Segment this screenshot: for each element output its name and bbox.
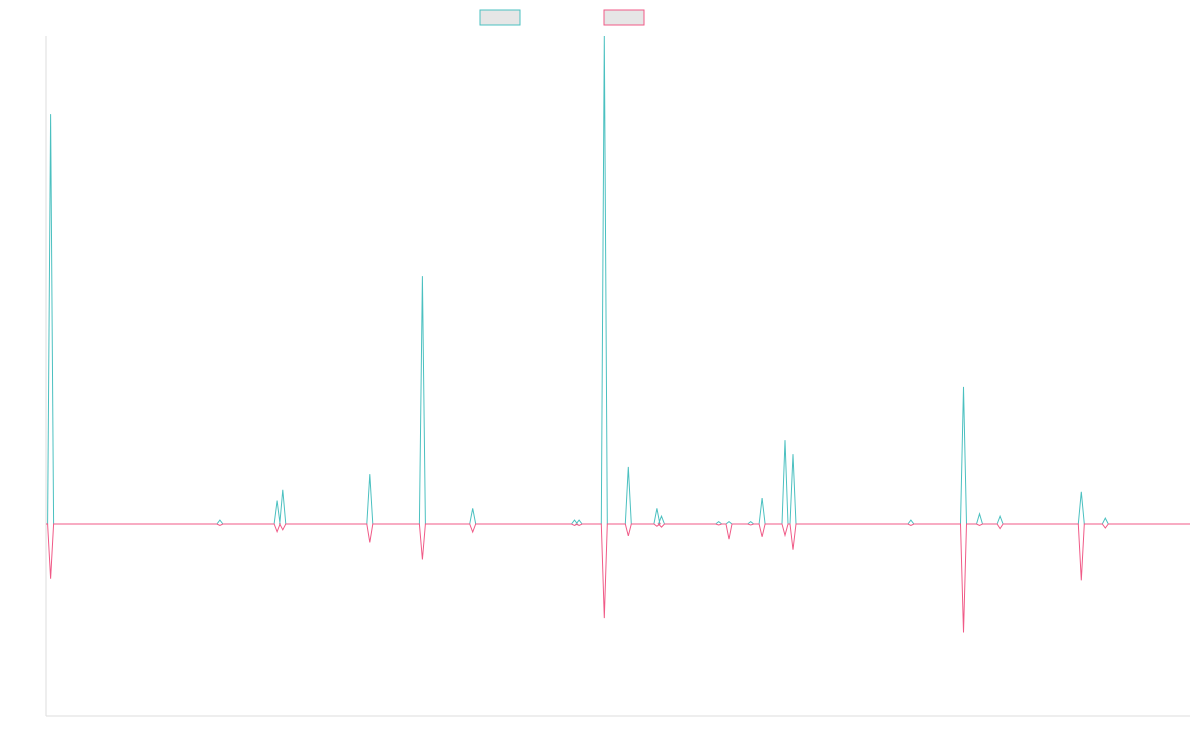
legend-swatch-1[interactable] <box>479 9 521 26</box>
series-1-line <box>46 35 1190 525</box>
series-2-line <box>46 523 1190 633</box>
plot-area <box>46 35 1190 633</box>
legend <box>479 9 645 26</box>
axes <box>45 36 1190 717</box>
legend-swatch-2[interactable] <box>603 9 645 26</box>
